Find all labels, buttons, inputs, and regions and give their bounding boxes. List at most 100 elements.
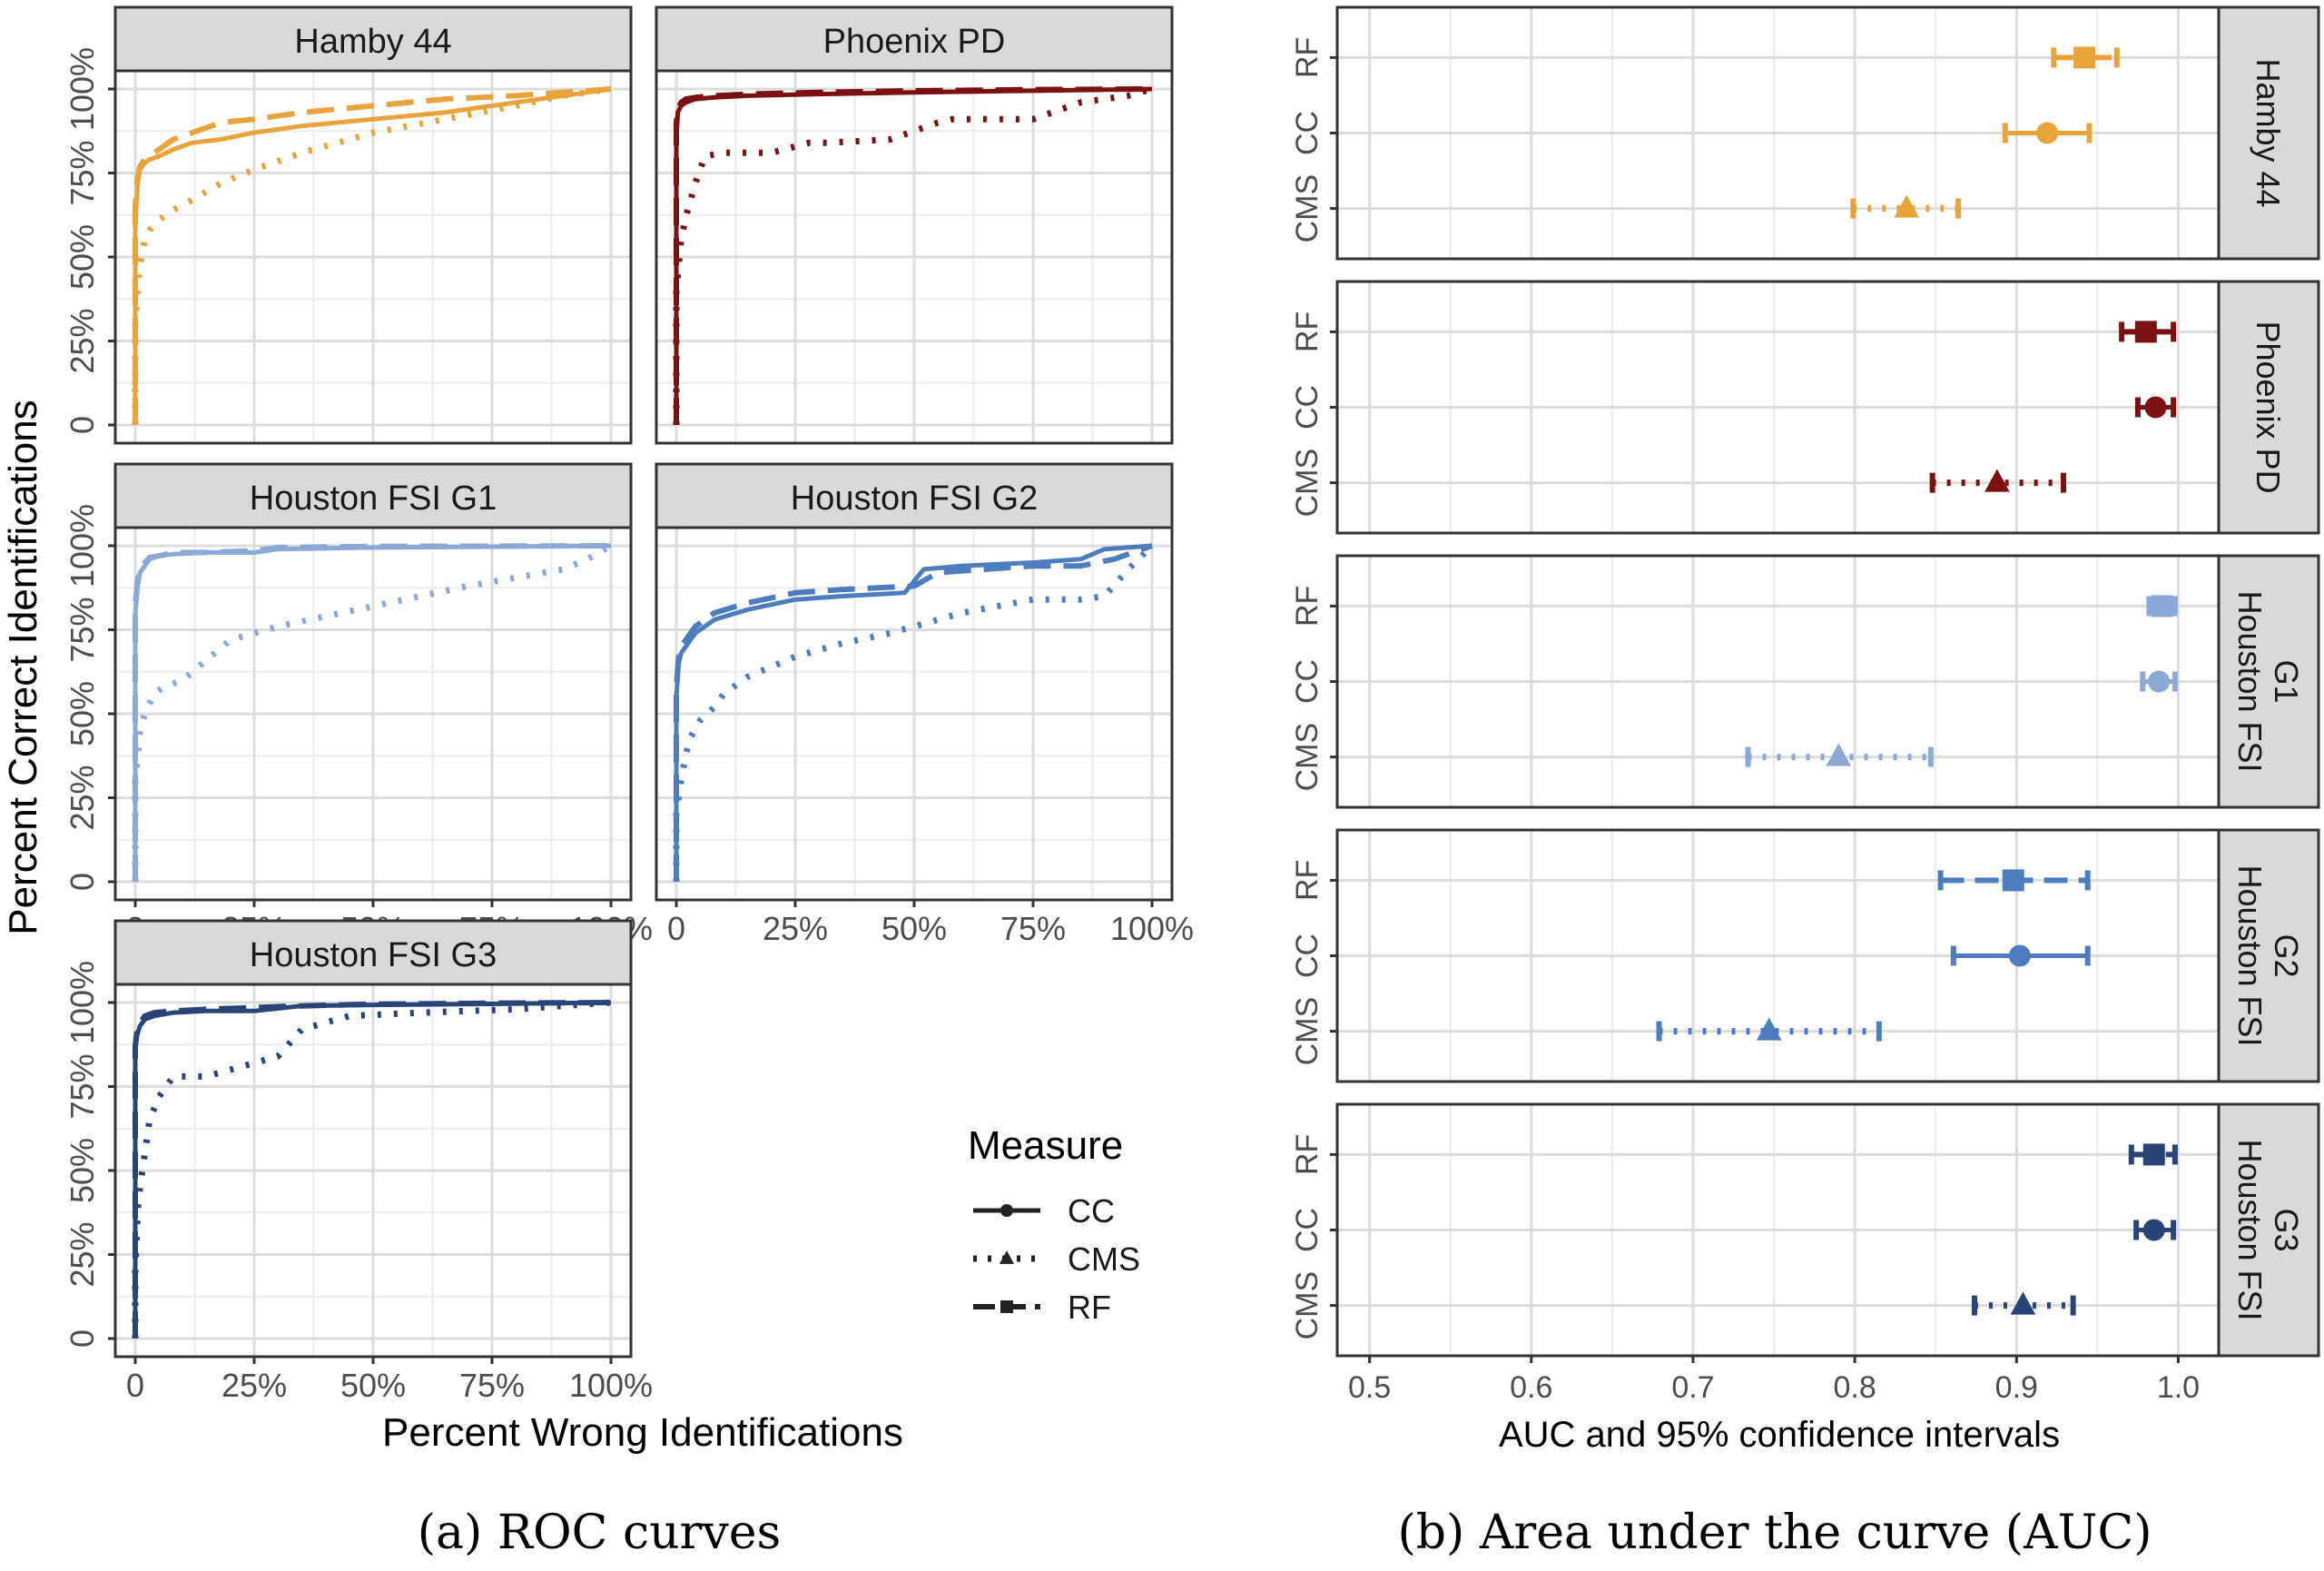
y-tick-label: CC bbox=[1290, 934, 1324, 978]
panel-strip bbox=[655, 5, 1174, 73]
y-tick-label: RF bbox=[1290, 860, 1324, 901]
auc-x-axis: 0.5 0.6 0.7 0.8 0.9 1.0 bbox=[1348, 1356, 2200, 1405]
panel-title: G2 bbox=[2268, 934, 2305, 977]
roc-series-cms bbox=[132, 85, 612, 425]
x-tick-label: 100% bbox=[569, 1367, 653, 1404]
y-tick-label: CMS bbox=[1290, 174, 1324, 243]
panel-strip bbox=[113, 5, 633, 73]
x-tick-label: 75% bbox=[459, 1367, 525, 1404]
auc-panel-4: Houston FSI G3 RF CC CMS bbox=[1290, 1102, 2320, 1358]
panel-title: Houston FSI bbox=[2231, 1139, 2269, 1320]
x-tick-label: 0 bbox=[126, 1367, 144, 1404]
marker-rf bbox=[2073, 46, 2096, 69]
panel-strip-label: Phoenix PD bbox=[2250, 321, 2287, 493]
roc-x-axis-label: Percent Wrong Identifications bbox=[382, 1410, 903, 1455]
y-tick-label: RF bbox=[1290, 311, 1324, 352]
y-tick-label: 75% bbox=[64, 140, 101, 205]
auc-panel-1: Phoenix PD RF CC CMS bbox=[1290, 280, 2320, 535]
auc-panel-3: Houston FSI G2 RF CC CMS bbox=[1290, 828, 2320, 1083]
y-tick-label: 100% bbox=[64, 47, 101, 131]
y-tick-label: 50% bbox=[64, 681, 101, 746]
panel-strip bbox=[2217, 1102, 2320, 1358]
x-tick-label: 50% bbox=[340, 1367, 406, 1404]
roc-panel-1: Phoenix PD bbox=[655, 5, 1174, 445]
y-tick-label: CMS bbox=[1290, 1271, 1324, 1340]
y-tick-label: CMS bbox=[1290, 723, 1324, 792]
roc-panel-0: Hamby 44 0 25% 50% 75% 100% bbox=[64, 5, 633, 445]
y-tick-label: 25% bbox=[64, 308, 101, 373]
marker-rf bbox=[2134, 321, 2157, 343]
panel-title: Houston FSI bbox=[2231, 590, 2269, 772]
marker-cms bbox=[1756, 1017, 1782, 1041]
y-tick-label: 0 bbox=[64, 416, 101, 434]
panel-strip-label: Houston FSI G3 bbox=[2231, 1139, 2305, 1320]
panel-title: Phoenix PD bbox=[2250, 321, 2287, 493]
marker-rf bbox=[1000, 1300, 1013, 1313]
panel-title: G3 bbox=[2268, 1208, 2305, 1251]
y-tick-label: CMS bbox=[1290, 449, 1324, 518]
y-tick-label: 0 bbox=[64, 873, 101, 891]
panel-title: Houston FSI bbox=[2231, 865, 2269, 1046]
marker-cc bbox=[2036, 122, 2059, 144]
marker-cc bbox=[2142, 1219, 2165, 1241]
y-tick-label: CC bbox=[1290, 1208, 1324, 1252]
panel-strip bbox=[2217, 554, 2320, 809]
marker-cc bbox=[2008, 944, 2031, 967]
panel-title: Houston FSI G1 bbox=[250, 479, 497, 518]
roc-subtitle: (a) ROC curves bbox=[418, 1506, 782, 1560]
y-tick-label: 100% bbox=[64, 504, 101, 588]
y-tick-label: CC bbox=[1290, 385, 1324, 430]
y-tick-label: RF bbox=[1290, 1134, 1324, 1175]
panel-title: Hamby 44 bbox=[294, 23, 451, 61]
auc-x-axis-label: AUC and 95% confidence intervals bbox=[1499, 1415, 2060, 1455]
y-tick-label: 50% bbox=[64, 1138, 101, 1203]
x-tick-label: 0.8 bbox=[1833, 1370, 1876, 1405]
marker-cms bbox=[1826, 743, 1852, 766]
y-tick-label: 100% bbox=[64, 961, 101, 1044]
panel-border bbox=[655, 69, 1174, 445]
marker-rf bbox=[2002, 869, 2024, 892]
y-tick-label: CC bbox=[1290, 659, 1324, 704]
panel-strip bbox=[2217, 5, 2320, 261]
roc-series-rf bbox=[674, 543, 1153, 882]
panel-title: Houston FSI G2 bbox=[791, 479, 1038, 518]
y-tick-label: 75% bbox=[64, 597, 101, 662]
x-tick-label: 0.5 bbox=[1348, 1370, 1391, 1405]
roc-panel-4: Houston FSI G3 0 25% 50% 75% 100% 0 25% 50% 75% 10… bbox=[64, 919, 653, 1404]
legend-label-rf: RF bbox=[1068, 1289, 1111, 1326]
panel-title: Phoenix PD bbox=[823, 23, 1006, 61]
panel-strip bbox=[2217, 280, 2320, 535]
x-tick-label: 100% bbox=[1110, 910, 1194, 947]
x-tick-label: 0.7 bbox=[1671, 1370, 1714, 1405]
roc-y-axis-label: Percent Correct Identifications bbox=[1, 400, 45, 934]
marker-rf bbox=[2142, 1143, 2165, 1166]
marker-cms bbox=[2010, 1291, 2036, 1315]
marker-cc bbox=[2148, 670, 2171, 693]
x-tick-label: 0 bbox=[667, 910, 685, 947]
legend: CC CMS RF bbox=[973, 1192, 1140, 1326]
y-tick-label: 75% bbox=[64, 1053, 101, 1119]
y-tick-label: RF bbox=[1290, 37, 1324, 78]
marker-cc bbox=[1000, 1204, 1013, 1217]
marker-rf bbox=[2151, 595, 2173, 618]
roc-series-rf bbox=[133, 1000, 612, 1339]
panel-strip bbox=[113, 462, 633, 529]
y-tick-label: 25% bbox=[64, 1221, 101, 1287]
x-tick-label: 0.6 bbox=[1510, 1370, 1552, 1405]
y-tick-label: 25% bbox=[64, 765, 101, 830]
roc-series-rf bbox=[133, 86, 612, 425]
x-tick-label: 25% bbox=[222, 1367, 287, 1404]
marker-cms bbox=[1984, 469, 2010, 492]
marker-cms bbox=[1894, 194, 1919, 218]
x-tick-label: 0.9 bbox=[1995, 1370, 2038, 1405]
auc-subtitle: (b) Area under the curve (AUC) bbox=[1397, 1506, 2152, 1560]
y-tick-label: CC bbox=[1290, 111, 1324, 155]
roc-panel-3: Houston FSI G2 0 25% 50% 75% 100% bbox=[655, 462, 1194, 947]
marker-cc bbox=[2144, 396, 2167, 419]
panel-strip-label: Houston FSI G2 bbox=[2231, 865, 2305, 1046]
panel-strip-label: Houston FSI G1 bbox=[2231, 590, 2305, 772]
y-tick-label: CMS bbox=[1290, 997, 1324, 1066]
x-tick-label: 25% bbox=[763, 910, 828, 947]
